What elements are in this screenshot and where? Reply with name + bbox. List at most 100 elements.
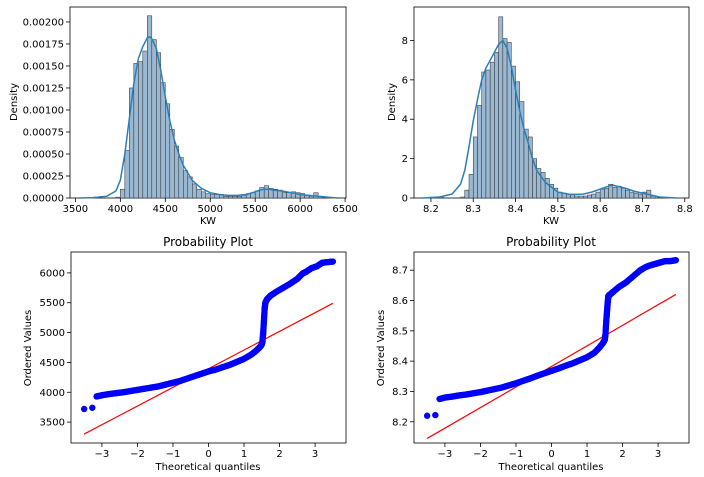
data-point xyxy=(432,411,439,419)
x-tick-label: 5500 xyxy=(242,204,267,215)
plot-frame-4 xyxy=(413,251,690,444)
y-ticks-4: 8.2 8.3 8.4 8.5 8.6 8.7 xyxy=(392,266,414,428)
y-tick-label: 6 xyxy=(402,75,408,86)
histogram-bar xyxy=(209,194,215,199)
y-tick-label: 5500 xyxy=(40,298,65,309)
histogram-bar xyxy=(582,195,588,199)
histogram-bar xyxy=(196,188,202,199)
y-tick-label: 3500 xyxy=(40,418,65,429)
histogram-bar xyxy=(595,191,601,199)
histogram-bar xyxy=(621,187,626,199)
y-tick-label: 4500 xyxy=(40,358,65,369)
x-tick-label: 3 xyxy=(312,449,318,460)
histogram-bar xyxy=(599,188,605,199)
x-tick-label: −2 xyxy=(473,449,488,460)
x-tick-label: 8.5 xyxy=(550,204,566,215)
x-tick-label: 6000 xyxy=(287,204,312,215)
histogram-bar xyxy=(227,195,233,199)
x-tick-label: 8.7 xyxy=(635,204,651,215)
fit-line-4 xyxy=(426,293,677,439)
histogram-bar xyxy=(115,196,121,199)
x-ticks-2: 8.2 8.3 8.4 8.5 8.6 8.7 8.8 xyxy=(423,198,693,215)
y-tick-label: 0.00100 xyxy=(23,105,64,116)
histogram-bar xyxy=(138,61,144,199)
histogram-bar xyxy=(308,195,314,199)
data-point xyxy=(672,256,680,264)
histogram-bar xyxy=(612,186,618,199)
histogram-bar xyxy=(489,61,495,199)
x-tick-label: 8.6 xyxy=(592,204,608,215)
y-ticks-3: 3500 4000 4500 5000 5500 6000 xyxy=(40,268,71,429)
panel-kw-histogram: 3500 4000 4500 5000 5500 6000 6500 0.00000 0.00… xyxy=(9,6,358,227)
histogram-bar xyxy=(183,170,189,199)
y-tick-label: 4000 xyxy=(40,388,65,399)
data-point xyxy=(89,404,96,411)
plot-frame-3 xyxy=(70,251,347,444)
data-point xyxy=(423,412,431,419)
histogram-bar xyxy=(124,150,130,199)
x-ticks-3: −3 −2 −1 0 1 2 3 xyxy=(95,443,318,460)
histogram-bar xyxy=(574,195,580,199)
x-tick-label: 1 xyxy=(584,449,590,460)
panel-logkw-histogram: 8.2 8.3 8.4 8.5 8.6 8.7 8.8 0 2 4 6 8 KW Density xyxy=(387,6,693,227)
x-tick-label: 1 xyxy=(241,449,247,460)
histogram-bar xyxy=(477,105,482,199)
histogram-bar xyxy=(616,185,622,199)
histogram-bar xyxy=(223,195,229,199)
kde-curve xyxy=(78,36,338,199)
histogram-bar xyxy=(286,192,292,199)
histogram-bar xyxy=(625,189,631,199)
x-tick-label: 4500 xyxy=(153,204,178,215)
histogram-bar xyxy=(633,192,639,199)
kde-line-1 xyxy=(78,36,338,199)
fit-line xyxy=(426,293,677,439)
panel-kw-probplot: Probability Plot −3 −2 −1 0 1 2 3 3500 4000 4500… xyxy=(23,235,347,473)
histogram-bar xyxy=(151,39,157,199)
histogram-bar xyxy=(578,195,584,199)
x-tick-label: 2 xyxy=(619,449,625,460)
y-tick-label: 8.6 xyxy=(392,296,408,307)
scatter-points-4 xyxy=(423,256,680,419)
x-tick-label: −3 xyxy=(95,449,110,460)
x-tick-label: 4000 xyxy=(108,204,133,215)
y-axis-label-2: Density xyxy=(387,83,398,121)
y-tick-label: 8.5 xyxy=(392,326,408,337)
x-tick-label: 8.4 xyxy=(508,204,524,215)
x-tick-label: 3500 xyxy=(63,204,88,215)
y-tick-label: 8.7 xyxy=(392,266,408,277)
histogram-bar xyxy=(629,191,635,199)
histogram-bar xyxy=(591,193,597,199)
y-tick-label: 0.00075 xyxy=(23,127,64,138)
histogram-bar xyxy=(544,178,550,199)
plot-title-4: Probability Plot xyxy=(506,235,596,249)
data-point xyxy=(329,258,337,265)
histogram-bar xyxy=(604,187,609,199)
x-tick-label: 8.3 xyxy=(465,204,481,215)
histogram-bar xyxy=(481,71,487,199)
x-tick-label: 5000 xyxy=(198,204,223,215)
y-tick-label: 0 xyxy=(402,194,408,205)
x-tick-label: 6500 xyxy=(332,204,357,215)
histogram-bar xyxy=(236,195,242,199)
histogram-bar xyxy=(147,15,153,199)
y-tick-label: 4 xyxy=(402,115,408,126)
histogram-bar xyxy=(205,193,211,199)
x-tick-label: 8.8 xyxy=(677,204,693,215)
histogram-bar xyxy=(232,195,238,199)
histogram-bar xyxy=(142,50,148,199)
y-tick-label: 8.4 xyxy=(392,357,408,368)
x-tick-label: 8.2 xyxy=(423,204,439,215)
x-axis-label-3: Theoretical quantiles xyxy=(154,462,260,473)
y-tick-label: 0.00150 xyxy=(23,61,64,72)
x-axis-label-2: KW xyxy=(543,216,559,227)
data-point xyxy=(80,405,88,413)
y-tick-label: 5000 xyxy=(40,328,65,339)
y-tick-label: 0.00000 xyxy=(23,194,64,205)
histogram-bars-2 xyxy=(439,16,656,199)
kde-line-2 xyxy=(422,39,677,199)
y-axis-label-3: Ordered Values xyxy=(23,310,34,387)
y-tick-label: 8.3 xyxy=(392,387,408,398)
histogram-bar xyxy=(160,82,166,199)
panel-logkw-probplot: Probability Plot −3 −2 −1 0 1 2 3 8.2 8.3 8.4 8.5… xyxy=(376,235,690,473)
y-tick-label: 8.2 xyxy=(392,417,408,428)
